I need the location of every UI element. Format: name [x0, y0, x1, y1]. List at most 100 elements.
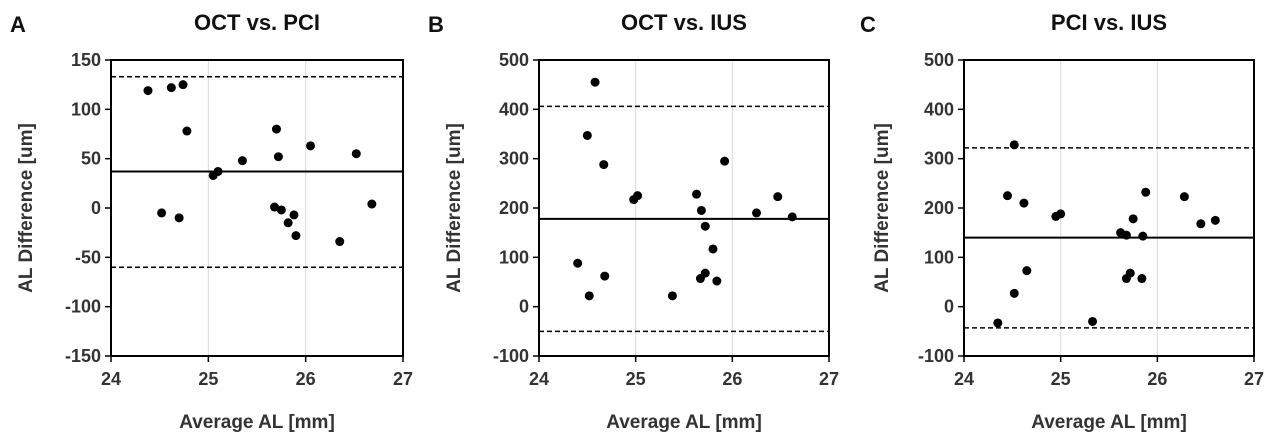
y-tick-label-a-4: -50 — [75, 247, 101, 267]
data-point-a-10 — [273, 152, 283, 162]
x-tick-label-c-2: 26 — [1147, 369, 1167, 389]
data-point-a-17 — [335, 237, 345, 247]
data-point-b-5 — [573, 258, 583, 268]
data-point-b-16 — [712, 276, 722, 286]
data-point-c-11 — [1128, 214, 1138, 224]
data-point-c-16 — [1137, 274, 1147, 284]
data-point-a-11 — [270, 202, 280, 212]
data-point-b-17 — [752, 208, 761, 218]
chart-title-c: PCI vs. IUS — [1050, 10, 1168, 35]
y-tick-label-b-3: 200 — [499, 198, 529, 218]
data-point-c-1 — [1003, 191, 1012, 201]
x-tick-label-a-1: 25 — [198, 369, 218, 389]
y-axis-title-a: AL Difference [um] — [16, 123, 37, 293]
y-tick-label-c-0: 500 — [924, 50, 954, 70]
data-point-b-11 — [700, 221, 710, 231]
data-point-c-12 — [1141, 187, 1151, 197]
data-point-c-0 — [1009, 140, 1019, 150]
y-tick-label-a-5: -100 — [65, 297, 101, 317]
data-point-b-9 — [692, 189, 702, 199]
x-tick-label-b-0: 24 — [529, 369, 549, 389]
x-tick-label-c-1: 25 — [1051, 369, 1071, 389]
y-tick-label-b-1: 400 — [499, 99, 529, 119]
x-tick-label-b-3: 27 — [819, 369, 839, 389]
data-point-b-15 — [695, 274, 705, 284]
x-tick-label-b-2: 26 — [722, 369, 742, 389]
data-point-c-17 — [1179, 192, 1189, 202]
y-tick-label-c-2: 300 — [924, 149, 954, 169]
x-tick-label-a-3: 27 — [393, 369, 413, 389]
data-point-a-18 — [351, 149, 361, 159]
y-tick-label-c-4: 100 — [924, 247, 954, 267]
data-point-a-15 — [291, 231, 301, 241]
y-axis-title-b: AL Difference [um] — [444, 123, 465, 293]
data-point-a-13 — [283, 218, 293, 228]
data-point-a-12 — [276, 205, 286, 215]
data-point-b-7 — [584, 291, 594, 301]
data-point-a-7 — [213, 166, 223, 176]
y-tick-label-a-3: 0 — [91, 198, 101, 218]
y-tick-label-b-6: -100 — [493, 346, 529, 366]
x-tick-label-c-0: 24 — [954, 369, 974, 389]
data-point-c-6 — [1009, 288, 1019, 298]
x-tick-label-b-1: 25 — [626, 369, 646, 389]
y-tick-label-a-6: -150 — [65, 346, 101, 366]
y-tick-label-a-1: 100 — [71, 99, 101, 119]
panel-letter-a: A — [10, 12, 26, 37]
y-tick-label-b-0: 500 — [499, 50, 529, 70]
y-tick-label-c-5: 0 — [944, 297, 954, 317]
y-tick-label-b-5: 0 — [519, 297, 529, 317]
x-axis-title-c: Average AL [mm] — [1031, 412, 1187, 433]
x-tick-label-a-0: 24 — [101, 369, 121, 389]
y-tick-label-c-6: -100 — [918, 346, 954, 366]
panel-b: 500 400 300 200 100 0 -100 24 25 26 27 Average AL [… — [428, 0, 856, 437]
data-point-b-10 — [696, 205, 706, 215]
data-point-a-9 — [271, 124, 281, 134]
y-tick-label-c-3: 200 — [924, 198, 954, 218]
data-point-c-2 — [1019, 198, 1029, 208]
data-point-a-2 — [178, 80, 188, 90]
plot-frame-c — [963, 59, 1255, 357]
data-point-a-0 — [143, 86, 153, 96]
x-tick-label-a-2: 26 — [296, 369, 316, 389]
data-point-c-4 — [1056, 209, 1066, 219]
data-point-c-10 — [1121, 230, 1131, 240]
data-point-b-19 — [787, 212, 797, 222]
data-point-b-2 — [599, 160, 609, 170]
data-point-c-7 — [993, 318, 1003, 328]
panel-letter-b: B — [428, 12, 444, 37]
y-axis-title-c: AL Difference [um] — [872, 123, 893, 293]
y-tick-label-b-4: 100 — [499, 247, 529, 267]
plot-frame-b — [538, 59, 830, 357]
data-point-c-15 — [1121, 274, 1131, 284]
data-point-c-19 — [1210, 215, 1220, 225]
data-point-a-5 — [174, 213, 184, 223]
data-point-b-12 — [720, 156, 730, 166]
data-point-b-6 — [600, 271, 610, 281]
panel-letter-c: C — [860, 12, 876, 37]
data-point-a-1 — [166, 83, 176, 93]
x-tick-label-c-3: 27 — [1244, 369, 1264, 389]
x-axis-title-b: Average AL [mm] — [606, 412, 762, 433]
data-point-c-8 — [1088, 316, 1098, 326]
data-point-c-13 — [1138, 231, 1148, 241]
data-point-b-4 — [633, 191, 643, 201]
data-point-a-16 — [306, 141, 316, 151]
data-point-c-18 — [1196, 219, 1206, 229]
data-point-b-13 — [708, 244, 718, 254]
data-point-c-5 — [1022, 266, 1032, 276]
data-point-a-4 — [157, 208, 167, 218]
data-point-b-0 — [590, 77, 600, 87]
chart-title-a: OCT vs. PCI — [194, 10, 320, 35]
chart-title-b: OCT vs. IUS — [621, 10, 747, 35]
y-tick-label-b-2: 300 — [499, 149, 529, 169]
y-tick-label-c-1: 400 — [924, 99, 954, 119]
data-point-b-1 — [582, 130, 592, 140]
y-tick-label-a-2: 50 — [81, 149, 101, 169]
data-point-a-3 — [182, 126, 192, 136]
data-point-b-18 — [773, 192, 783, 202]
data-point-a-8 — [237, 156, 247, 166]
